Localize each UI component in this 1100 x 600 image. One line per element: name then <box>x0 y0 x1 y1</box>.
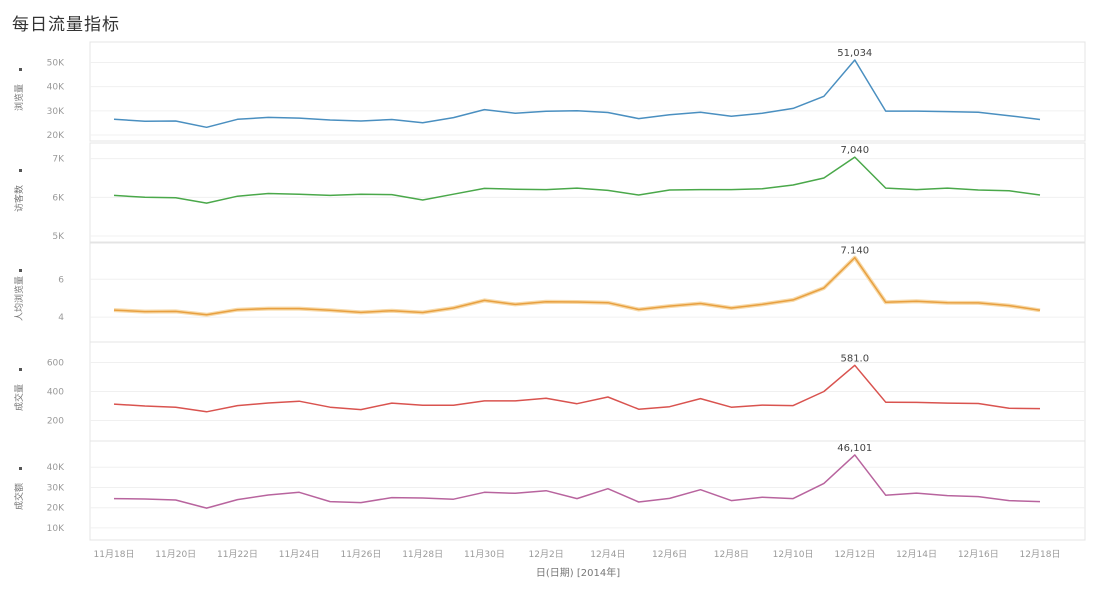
x-tick-label: 11月20日 <box>155 549 196 560</box>
peak-label: 581.0 <box>840 353 869 364</box>
axis-marker-icon <box>19 467 22 470</box>
x-tick-label: 12月18日 <box>1020 549 1061 560</box>
x-tick-label: 12月16日 <box>958 549 999 560</box>
x-tick-label: 11月22日 <box>217 549 258 560</box>
y-axis-label: 人均浏览量 <box>13 276 25 321</box>
x-tick-label: 12月10日 <box>773 549 814 560</box>
series-line <box>113 364 1041 413</box>
y-tick-label: 50K <box>47 59 65 69</box>
y-axis-label: 成交量 <box>13 384 25 411</box>
panel-frame <box>89 142 1086 243</box>
peak-label: 51,034 <box>837 48 872 59</box>
x-tick-label: 12月2日 <box>529 549 564 560</box>
x-tick-label: 12月8日 <box>714 549 749 560</box>
x-axis-label: 日(日期) [2014年] <box>536 566 620 579</box>
x-tick-label: 11月30日 <box>464 549 505 560</box>
x-tick-label: 12月4日 <box>590 549 625 560</box>
y-tick-label: 4 <box>58 313 64 323</box>
y-tick-label: 10K <box>47 524 65 534</box>
x-tick-label: 11月28日 <box>402 549 443 560</box>
x-tick-label: 12月6日 <box>652 549 687 560</box>
y-tick-label: 400 <box>47 388 64 398</box>
axis-marker-icon <box>19 368 22 371</box>
peak-label: 7,040 <box>840 145 869 156</box>
y-tick-label: 40K <box>47 83 65 93</box>
page-title: 每日流量指标 <box>12 15 120 35</box>
panel-frame <box>89 440 1086 541</box>
x-tick-label: 12月14日 <box>896 549 937 560</box>
x-tick-label: 11月24日 <box>279 549 320 560</box>
y-axis-label: 访客数 <box>13 185 25 212</box>
y-tick-label: 30K <box>47 483 65 493</box>
panel-frame <box>89 41 1086 142</box>
y-tick-label: 200 <box>47 417 64 427</box>
peak-label: 46,101 <box>837 443 872 454</box>
peak-label: 7.140 <box>840 246 869 257</box>
series-line <box>113 454 1041 509</box>
x-tick-label: 12月12日 <box>834 549 875 560</box>
y-tick-label: 600 <box>47 359 64 369</box>
y-tick-label: 6K <box>52 193 65 203</box>
y-tick-label: 7K <box>52 155 65 165</box>
y-axis-label: 成交额 <box>13 483 25 510</box>
series-line <box>113 256 1041 316</box>
axis-marker-icon <box>19 269 22 272</box>
y-tick-label: 40K <box>47 463 65 473</box>
series-line <box>113 59 1041 129</box>
y-tick-label: 6 <box>58 275 64 285</box>
y-tick-label: 5K <box>52 232 65 242</box>
y-axis-label: 浏览量 <box>13 84 25 111</box>
axis-marker-icon <box>19 169 22 172</box>
x-tick-label: 11月26日 <box>340 549 381 560</box>
y-tick-label: 30K <box>47 107 65 117</box>
x-tick-label: 11月18日 <box>94 549 135 560</box>
series-line-glow <box>113 255 1041 317</box>
series-line <box>113 156 1041 204</box>
y-tick-label: 20K <box>47 131 65 141</box>
panel-frame <box>89 242 1086 343</box>
y-tick-label: 20K <box>47 504 65 514</box>
axis-marker-icon <box>19 68 22 71</box>
